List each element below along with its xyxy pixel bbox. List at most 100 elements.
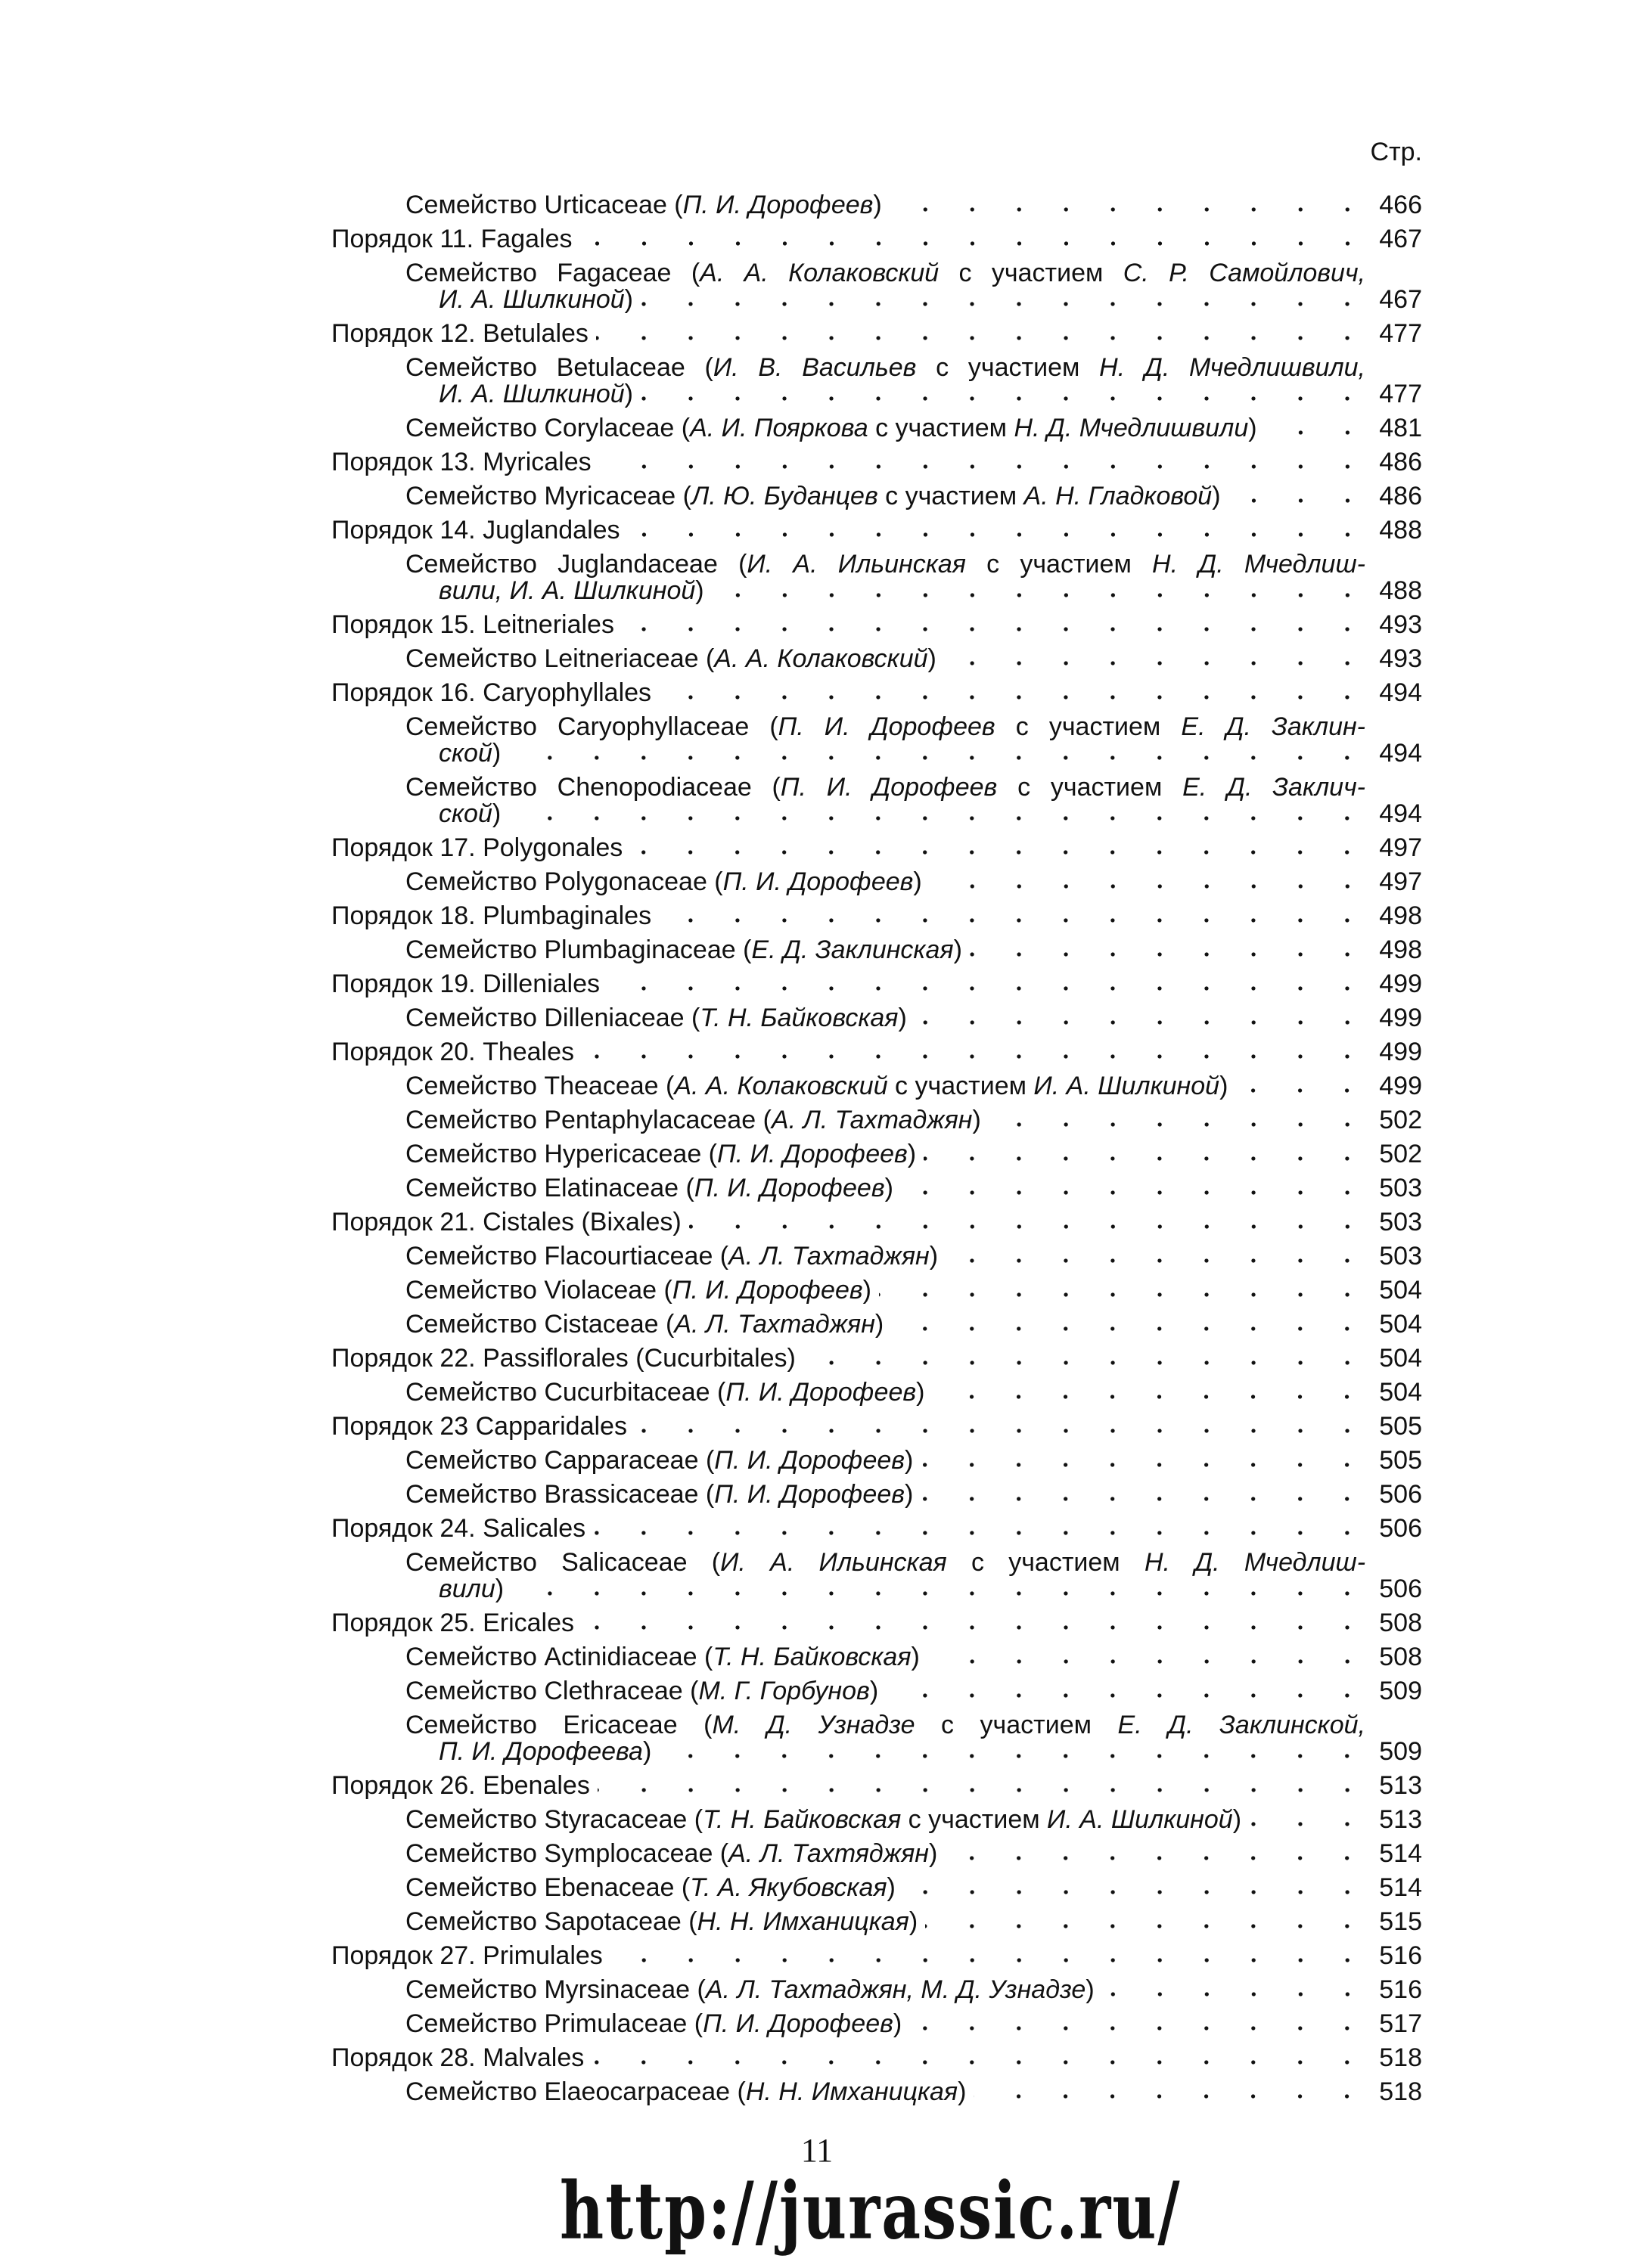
entry-title: Порядок 22. Passiflorales (Cucurbitales) — [331, 1344, 796, 1373]
toc-family-entry: Семейство Clethraceae (М. Г. Горбунов) 50… — [325, 1674, 1422, 1708]
toc-order-entry: Порядок 15. Leitneriales 493 — [325, 608, 1422, 642]
entry-title: ) — [492, 799, 502, 828]
author-names: Е. Д. Заклин- — [1181, 712, 1366, 741]
dot-leader — [640, 300, 1371, 308]
entry-title: ) — [929, 1242, 939, 1271]
entry-line: Семейство Actinidiaceae (Т. Н. Байковска… — [325, 1644, 1422, 1671]
entry-line: ской) 494 — [325, 801, 1422, 827]
entry-page-number: 486 — [1379, 448, 1422, 476]
entry-text: Порядок 15. Leitneriales — [331, 612, 614, 638]
entry-page-number: 499 — [1379, 1072, 1422, 1100]
entry-page-number: 467 — [1379, 225, 1422, 253]
author-names: А. А. Колаковский — [714, 644, 928, 673]
toc-family-entry: Семейство Theaceae (А. А. Колаковский с … — [325, 1069, 1422, 1103]
entry-title: ) — [929, 1839, 938, 1868]
entry-title: Семейство Leitneriaceae ( — [405, 644, 715, 673]
entry-text: Семейство Juglandaceae (И. А. Ильинская … — [405, 550, 1365, 579]
entry-line: Семейство Elatinaceae (П. И. Дорофеев) 50… — [325, 1175, 1422, 1202]
dot-leader — [889, 206, 1371, 213]
entry-title: ) — [1248, 414, 1257, 442]
author-names: А. Н. Гладковой — [1023, 482, 1213, 510]
dot-leader — [597, 1786, 1371, 1794]
entry-title: Семейство Polygonaceae ( — [405, 867, 723, 896]
entry-text: Семейство Myrsinaceae (А. Л. Тахтаджян, … — [405, 1977, 1095, 2003]
dot-leader — [627, 531, 1371, 538]
entry-title: ) — [887, 1873, 896, 1902]
page-column-label: Стр. — [1370, 138, 1422, 166]
entry-text: Семейство Hypericaceae (П. И. Дорофеев) — [405, 1141, 916, 1168]
author-names: П. И. Дорофеев — [694, 1174, 885, 1202]
author-names: А. Л. Тахтаджян, М. Д. Узнадзе — [705, 1975, 1086, 2004]
entry-title: Семейство Symplocaceae ( — [405, 1839, 729, 1868]
entry-title: Семейство Dilleniaceae ( — [405, 1004, 700, 1032]
dot-leader — [579, 240, 1371, 247]
entry-line: Семейство Elaeocarpaceae (Н. Н. Имханицк… — [325, 2079, 1422, 2105]
entry-line: Семейство Symplocaceae (А. Л. Тахтяджян)… — [325, 1841, 1422, 1867]
toc-family-entry: Семейство Polygonaceae (П. И. Дорофеев) 4… — [325, 865, 1422, 899]
toc-order-entry: Порядок 11. Fagales 467 — [325, 222, 1422, 256]
entry-line: Семейство Betulaceae (И. В. Васильев с у… — [325, 355, 1365, 381]
entry-text: Семейство Myricaceae (Л. Ю. Буданцев с у… — [405, 483, 1221, 510]
entry-title: ) — [893, 2009, 902, 2038]
dot-leader — [634, 1427, 1371, 1435]
entry-page-number: 494 — [1379, 678, 1422, 707]
entry-title: Семейство Caryophyllaceae ( — [405, 712, 778, 741]
entry-line: Семейство Clethraceae (М. Г. Горбунов) 50… — [325, 1678, 1422, 1705]
entry-line: Порядок 28. Malvales 518 — [325, 2045, 1422, 2071]
entry-title: Семейство Styracaceae ( — [405, 1805, 703, 1834]
author-names: П. И. Дорофеев — [725, 1378, 917, 1407]
entry-line: Семейство Plumbaginaceae (Е. Д. Заклинск… — [325, 937, 1422, 963]
toc-order-entry: Порядок 20. Theales 499 — [325, 1035, 1422, 1069]
entry-page-number: 499 — [1379, 1004, 1422, 1032]
toc-family-entry: Семейство Elatinaceae (П. И. Дорофеев) 50… — [325, 1171, 1422, 1205]
entry-title: Порядок 14. Juglandales — [331, 516, 620, 545]
entry-title: Семейство Fagaceae ( — [405, 259, 700, 287]
entry-text: Семейство Violaceae (П. И. Дорофеев) — [405, 1277, 871, 1304]
entry-page-number: 493 — [1379, 610, 1422, 639]
author-names: Н. Д. Мчедлишвили, — [1099, 353, 1365, 382]
entry-title: Порядок 21. Cistales (Bixales) — [331, 1208, 682, 1236]
entry-page-number: 498 — [1379, 901, 1422, 930]
entry-page-number: 506 — [1379, 1480, 1422, 1509]
entry-title: Семейство Violaceae ( — [405, 1276, 672, 1305]
entry-page-number: 504 — [1379, 1378, 1422, 1407]
entry-title: с участием — [997, 773, 1183, 802]
entry-line: Семейство Primulaceae (П. И. Дорофеев) 51… — [325, 2011, 1422, 2037]
entry-page-number: 506 — [1379, 1514, 1422, 1543]
entry-title: Порядок 23 Capparidales — [331, 1412, 627, 1441]
entry-text: Порядок 19. Dilleniales — [331, 971, 600, 997]
dot-leader — [988, 1121, 1371, 1128]
dot-leader — [932, 1393, 1371, 1401]
entry-text: Семейство Elatinaceae (П. И. Дорофеев) — [405, 1175, 893, 1202]
entry-title: Порядок 19. Dilleniales — [331, 970, 601, 998]
dot-leader — [592, 2059, 1371, 2066]
toc-family-entry: Семейство Violaceae (П. И. Дорофеев) 504 — [325, 1274, 1422, 1308]
entry-title: ) — [874, 1310, 884, 1339]
entry-page-number: 504 — [1379, 1310, 1422, 1339]
author-names: Т. Н. Байковская — [703, 1805, 902, 1834]
entry-line: П. И. Дорофеева) 509 — [325, 1739, 1422, 1765]
entry-page-number: 504 — [1379, 1276, 1422, 1305]
dot-leader — [891, 1325, 1371, 1333]
entry-title: Порядок 20. Theales — [331, 1038, 575, 1066]
entry-title: ) — [913, 867, 922, 896]
entry-page-number: 499 — [1379, 970, 1422, 998]
entry-title: Семейство Cistaceae ( — [405, 1310, 675, 1339]
entry-text: Семейство Plumbaginaceae (Е. Д. Заклинск… — [405, 937, 962, 963]
entry-title: ) — [884, 1174, 893, 1202]
entry-line: Семейство Violaceae (П. И. Дорофеев) 504 — [325, 1277, 1422, 1304]
entry-page-number: 493 — [1379, 644, 1422, 673]
entry-line: Семейство Myrsinaceae (А. Л. Тахтаджян, … — [325, 1977, 1422, 2003]
entry-text: Семейство Chenopodiaceae (П. И. Дорофеев… — [405, 773, 1365, 802]
entry-title: с участием — [939, 259, 1123, 287]
entry-title: Порядок 17. Polygonales — [331, 833, 623, 862]
entry-line: Семейство Cucurbitaceae (П. И. Дорофеев)… — [325, 1379, 1422, 1406]
entry-line: Порядок 23 Capparidales 505 — [325, 1413, 1422, 1440]
entry-text: Семейство Betulaceae (И. В. Васильев с у… — [405, 353, 1365, 382]
dot-leader — [974, 2093, 1371, 2100]
entry-page-number: 488 — [1379, 576, 1422, 605]
entry-line: Порядок 20. Theales 499 — [325, 1039, 1422, 1066]
entry-line: Семейство Capparaceae (П. И. Дорофеев) 50… — [325, 1447, 1422, 1474]
author-names: П. И. Дорофеев — [717, 1140, 908, 1168]
entry-text: П. И. Дорофеева) — [439, 1739, 651, 1765]
